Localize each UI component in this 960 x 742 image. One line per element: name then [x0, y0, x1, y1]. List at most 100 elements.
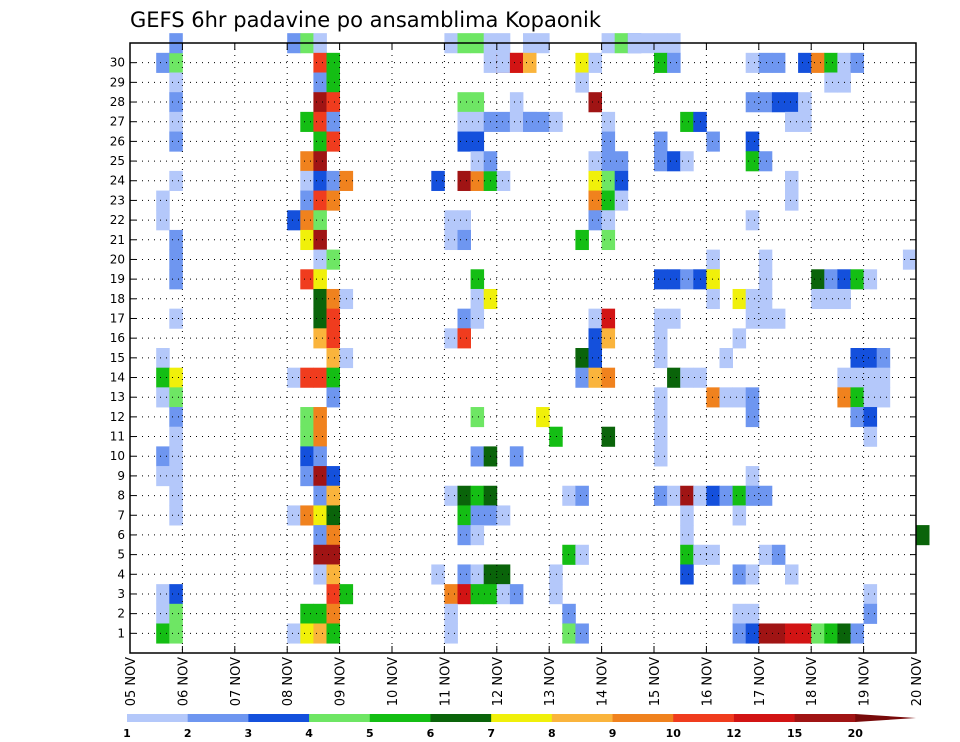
y-tick-label: 26	[110, 134, 125, 148]
heatmap-cell	[706, 387, 720, 408]
heatmap-cell	[758, 544, 773, 565]
heatmap-cell	[470, 446, 485, 467]
heatmap-cell	[863, 348, 878, 369]
heatmap-cell	[169, 584, 183, 605]
heatmap-cell	[706, 288, 720, 310]
heatmap-cell	[680, 485, 694, 506]
heatmap-cell	[509, 111, 524, 132]
heatmap-cell	[326, 328, 340, 349]
x-tick-label: 11 NOV	[438, 657, 453, 706]
heatmap-cell	[732, 623, 747, 644]
heatmap-cell	[457, 229, 471, 251]
y-tick-label: 8	[117, 489, 125, 503]
heatmap-cell	[300, 505, 314, 526]
heatmap-cell	[457, 170, 471, 191]
heatmap-cell	[706, 269, 720, 290]
heatmap-cell	[680, 367, 694, 388]
heatmap-cell	[313, 210, 327, 231]
heatmap-cell	[614, 190, 629, 211]
heatmap-cell	[667, 269, 681, 290]
heatmap-cell	[156, 348, 170, 369]
heatmap-cell	[496, 52, 511, 73]
heatmap-cell	[457, 505, 471, 526]
heatmap-cell	[745, 151, 760, 172]
plot-frame	[129, 42, 917, 654]
heatmap-cell	[588, 308, 602, 329]
heatmap-cell	[326, 288, 340, 310]
heatmap-cell	[745, 623, 760, 644]
y-tick-label: 4	[117, 567, 125, 581]
heatmap-cell	[169, 52, 183, 73]
y-tick-label: 20	[110, 252, 125, 266]
heatmap-cell	[588, 328, 602, 349]
x-tick-label: 07 NOV	[229, 657, 244, 706]
heatmap-cell	[300, 407, 314, 428]
heatmap-cell	[680, 269, 694, 290]
heatmap-cell	[313, 288, 327, 310]
colorbar-label: 7	[487, 727, 495, 740]
heatmap-cell	[326, 584, 340, 605]
heatmap-cell	[300, 603, 314, 624]
heatmap-cell	[601, 131, 616, 152]
heatmap-cell	[313, 111, 327, 132]
heatmap-cell	[313, 229, 327, 251]
heatmap-cell	[444, 584, 458, 605]
heatmap-cell	[470, 584, 485, 605]
heatmap-cell	[287, 623, 301, 644]
colorbar-label: 10	[666, 727, 682, 740]
colorbar-label: 20	[848, 727, 864, 740]
heatmap-cell	[300, 111, 314, 132]
heatmap-cell	[470, 525, 485, 546]
heatmap-cell	[457, 564, 471, 585]
heatmap-cell	[313, 367, 327, 388]
heatmap-cell	[326, 387, 340, 408]
heatmap-cell	[509, 446, 524, 467]
heatmap-cell	[169, 92, 183, 113]
heatmap-cell	[156, 446, 170, 467]
heatmap-cell	[745, 131, 760, 152]
y-tick-label: 19	[110, 272, 125, 286]
heatmap-cell	[667, 485, 681, 506]
heatmap-cell	[457, 111, 471, 132]
y-tick-label: 2	[117, 607, 125, 621]
heatmap-cell	[313, 525, 327, 546]
heatmap-cell	[601, 190, 616, 211]
y-tick-label: 18	[110, 292, 125, 306]
heatmap-cell	[457, 92, 471, 113]
colorbar-swatch	[369, 714, 431, 722]
colorbar-label: 1	[123, 727, 131, 740]
heatmap-cell	[326, 564, 340, 585]
heatmap-cell	[470, 92, 485, 113]
heatmap-cell	[667, 151, 681, 172]
heatmap-cell	[902, 249, 917, 270]
heatmap-cell	[824, 269, 838, 290]
x-axis-ticks: 05 NOV 06 NOV 07 NOV 08 NOV 09 NOV 10 NOV 11 N…	[124, 43, 925, 706]
colorbar-swatch	[551, 714, 614, 722]
heatmap-cell	[169, 367, 183, 388]
heatmap-cell	[654, 52, 668, 73]
heatmap-cell	[863, 603, 878, 624]
heatmap-cell	[876, 367, 891, 388]
heatmap-cell	[169, 249, 183, 270]
heatmap-cell	[287, 505, 301, 526]
y-tick-label: 6	[117, 528, 125, 542]
heatmap-cell	[313, 52, 327, 73]
heatmap-cell	[732, 485, 747, 506]
x-tick-label: 17 NOV	[753, 657, 768, 706]
heatmap-cell	[850, 52, 864, 73]
heatmap-cell	[326, 348, 340, 369]
heatmap-cell	[745, 210, 760, 231]
heatmap-cell	[156, 584, 170, 605]
heatmap-cell	[549, 564, 563, 585]
heatmap-cell	[431, 170, 445, 191]
colorbar-swatch	[127, 714, 189, 722]
y-tick-label: 24	[110, 174, 125, 188]
heatmap-cell	[326, 170, 340, 191]
heatmap-cell	[575, 485, 589, 506]
heatmap-cell	[654, 348, 668, 369]
heatmap-cell	[562, 623, 576, 644]
heatmap-cell	[785, 190, 799, 211]
y-tick-label: 10	[110, 449, 125, 463]
heatmap-cell	[745, 485, 760, 506]
